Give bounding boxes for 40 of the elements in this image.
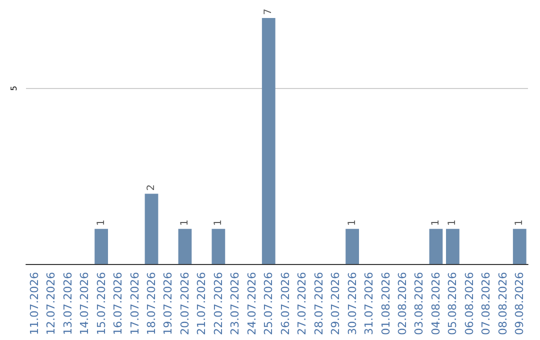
x-tick-label: 04.08.2026 bbox=[429, 272, 442, 336]
x-tick-label: 03.08.2026 bbox=[412, 272, 426, 336]
x-tick-label: 26.07.2026 bbox=[278, 272, 292, 336]
x-tick-label: 21.07.2026 bbox=[195, 272, 208, 336]
x-tick-label: 07.08.2026 bbox=[480, 272, 493, 336]
data-label: 1 bbox=[430, 220, 442, 226]
data-label: 1 bbox=[96, 220, 107, 226]
x-tick-label: 25.07.2026 bbox=[262, 272, 276, 336]
x-tick-label: 11.07.2026 bbox=[28, 272, 41, 336]
x-tick-label: 16.07.2026 bbox=[112, 272, 125, 336]
x-tick-label: 12.07.2026 bbox=[44, 272, 58, 336]
x-tick-label: 09.08.2026 bbox=[513, 272, 526, 336]
x-tick-label: 22.07.2026 bbox=[212, 272, 225, 336]
x-tick-label: 15.07.2026 bbox=[94, 272, 108, 336]
x-tick-label: 29.07.2026 bbox=[329, 272, 342, 336]
x-tick-label: 06.08.2026 bbox=[462, 272, 476, 336]
x-tick-label: 27.07.2026 bbox=[296, 272, 309, 336]
data-label: 1 bbox=[179, 220, 190, 226]
x-tick-label: 28.07.2026 bbox=[312, 272, 326, 336]
x-tick-label: 20.07.2026 bbox=[178, 272, 192, 336]
data-label: 2 bbox=[146, 184, 157, 191]
y-tick-label: 5 bbox=[10, 86, 18, 91]
x-tick-label: 13.07.2026 bbox=[61, 272, 74, 336]
data-label: 1 bbox=[447, 220, 458, 226]
data-label: 1 bbox=[514, 220, 526, 226]
x-tick-label: 01.08.2026 bbox=[379, 272, 392, 336]
x-tick-label: 30.07.2026 bbox=[346, 272, 359, 336]
x-tick-label: 08.08.2026 bbox=[496, 272, 510, 336]
x-tick-label: 31.07.2026 bbox=[362, 272, 376, 336]
data-label: 7 bbox=[263, 8, 274, 15]
x-tick-label: 14.07.2026 bbox=[78, 272, 92, 336]
x-tick-label: 05.08.2026 bbox=[446, 272, 460, 336]
x-tick-label: 23.07.2026 bbox=[228, 272, 242, 336]
data-label: 1 bbox=[212, 220, 224, 226]
x-tick-label: 24.07.2026 bbox=[245, 272, 258, 336]
x-tick-label: 17.07.2026 bbox=[128, 272, 142, 336]
x-tick-label: 19.07.2026 bbox=[162, 272, 175, 336]
x-tick-label: 18.07.2026 bbox=[145, 272, 158, 336]
x-tick-label: 02.08.2026 bbox=[396, 272, 409, 336]
data-label: 1 bbox=[346, 220, 358, 226]
